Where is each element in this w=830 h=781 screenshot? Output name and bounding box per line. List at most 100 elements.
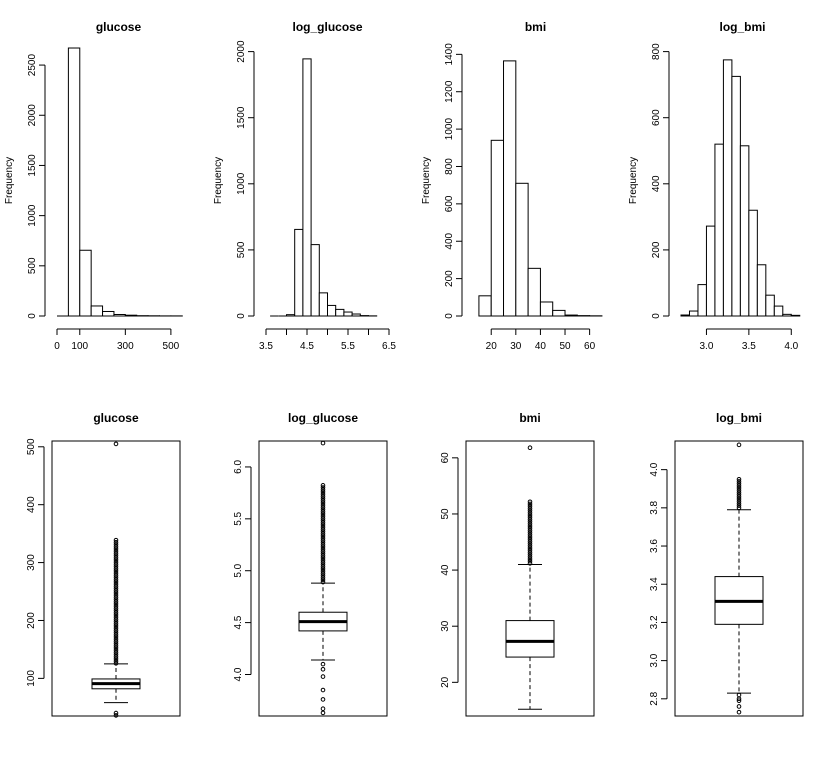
- outlier-point: [113, 557, 119, 563]
- outlier-point: [736, 698, 742, 704]
- histogram-bar: [552, 309, 566, 317]
- outlier-point: [320, 566, 326, 572]
- outlier-point: [113, 612, 119, 618]
- histogram-bar: [113, 313, 126, 317]
- y-tick-label: 0: [651, 313, 662, 319]
- x-tick-label: 4.5: [300, 341, 314, 352]
- outlier-point: [113, 553, 119, 558]
- x-tick-label: 500: [163, 341, 180, 352]
- outlier-point: [113, 632, 119, 638]
- outlier-point: [113, 601, 119, 607]
- outlier-point: [320, 687, 326, 693]
- boxplot-log-glucose: log_glucose 4.0 4.5 5.0 5.5 6.0: [233, 411, 388, 717]
- outlier-point: [113, 619, 119, 624]
- outlier-point: [113, 630, 119, 635]
- outlier-point: [527, 543, 533, 549]
- chart-title: log_glucose: [292, 20, 362, 34]
- outlier-point: [736, 490, 742, 495]
- outlier-point: [320, 568, 326, 574]
- outlier-point: [527, 534, 533, 540]
- outlier-point: [113, 634, 119, 640]
- y-tick-label: 800: [651, 43, 662, 60]
- chart-title: log_glucose: [288, 411, 358, 425]
- outlier-point: [113, 713, 119, 718]
- y-tick-label: 0: [236, 313, 247, 319]
- histogram-bar: [697, 284, 707, 317]
- y-tick-label: 50: [440, 508, 451, 520]
- outlier-point: [320, 507, 326, 512]
- outlier-point: [113, 636, 119, 642]
- histogram-bar: [773, 305, 784, 317]
- outlier-point: [527, 536, 533, 542]
- outlier-point: [527, 517, 533, 522]
- histogram-bar: [343, 311, 353, 317]
- y-tick-label: 2.8: [649, 691, 660, 705]
- histogram-bar: [67, 47, 81, 317]
- outlier-point: [320, 511, 326, 517]
- histogram-log-bmi: log_bmi Frequency 0 200 400 600 800 3.0 3.5 4.0: [628, 20, 801, 352]
- outlier-point: [320, 557, 326, 563]
- plot-frame: [465, 440, 595, 717]
- y-tick-label: 1000: [236, 172, 247, 195]
- y-tick-label: 3.2: [649, 615, 660, 629]
- x-tick-label: 6.5: [382, 341, 396, 352]
- outlier-point: [113, 597, 119, 602]
- outlier-point: [320, 577, 326, 583]
- y-tick-label: 200: [26, 612, 37, 629]
- outlier-point: [320, 496, 326, 501]
- y-tick-label: 500: [27, 257, 38, 274]
- outlier-point: [113, 645, 119, 651]
- outlier-point: [320, 529, 326, 534]
- y-tick-label: 1000: [444, 118, 455, 141]
- outlier-point: [320, 579, 326, 585]
- y-tick-label: 2500: [27, 54, 38, 77]
- outlier-point: [320, 553, 326, 559]
- outlier-point: [320, 710, 326, 716]
- outlier-point: [320, 500, 326, 506]
- outlier-point: [527, 545, 533, 551]
- y-tick-label: 1500: [27, 154, 38, 177]
- x-tick-label: 3.5: [742, 341, 756, 352]
- outlier-point: [736, 498, 742, 504]
- histogram-bar: [478, 295, 492, 317]
- boxplot-glucose: glucose 100 200 300 400 500: [26, 411, 181, 718]
- outlier-point: [736, 505, 742, 511]
- outlier-point: [736, 492, 742, 497]
- y-tick-label: 1200: [444, 80, 455, 103]
- x-tick-label: 0: [54, 341, 60, 352]
- y-tick-label: 0: [27, 313, 38, 319]
- outlier-point: [113, 654, 119, 660]
- y-tick-label: 4.5: [233, 615, 244, 629]
- outlier-point: [320, 494, 326, 499]
- outlier-point: [113, 650, 119, 655]
- histogram-bar: [527, 267, 541, 317]
- x-tick-label: 20: [486, 341, 498, 352]
- y-axis-label: Frequency: [4, 157, 15, 204]
- outlier-point: [113, 542, 119, 547]
- histogram-bar: [782, 313, 792, 317]
- y-tick-label: 40: [440, 564, 451, 576]
- outlier-point: [113, 647, 119, 653]
- outlier-point: [320, 560, 326, 565]
- outlier-point: [736, 494, 742, 500]
- outlier-point: [113, 614, 119, 620]
- outlier-point: [320, 697, 326, 702]
- outlier-point: [113, 559, 119, 565]
- x-tick-label: 3.0: [699, 341, 713, 352]
- y-axis-label: Frequency: [213, 157, 224, 204]
- outlier-point: [113, 564, 119, 569]
- outlier-point: [527, 521, 533, 527]
- histogram-bar: [490, 139, 505, 317]
- histogram-bar: [310, 244, 320, 317]
- outlier-point: [113, 656, 119, 662]
- outlier-point: [113, 639, 119, 644]
- outlier-point: [527, 550, 533, 555]
- outlier-point: [527, 501, 533, 507]
- outlier-point: [113, 555, 119, 561]
- y-tick-label: 400: [444, 232, 455, 249]
- histogram-bar: [756, 264, 767, 317]
- y-tick-label: 5.0: [233, 563, 244, 577]
- outlier-point: [113, 586, 119, 591]
- outlier-point: [320, 509, 326, 515]
- outlier-point: [736, 483, 742, 489]
